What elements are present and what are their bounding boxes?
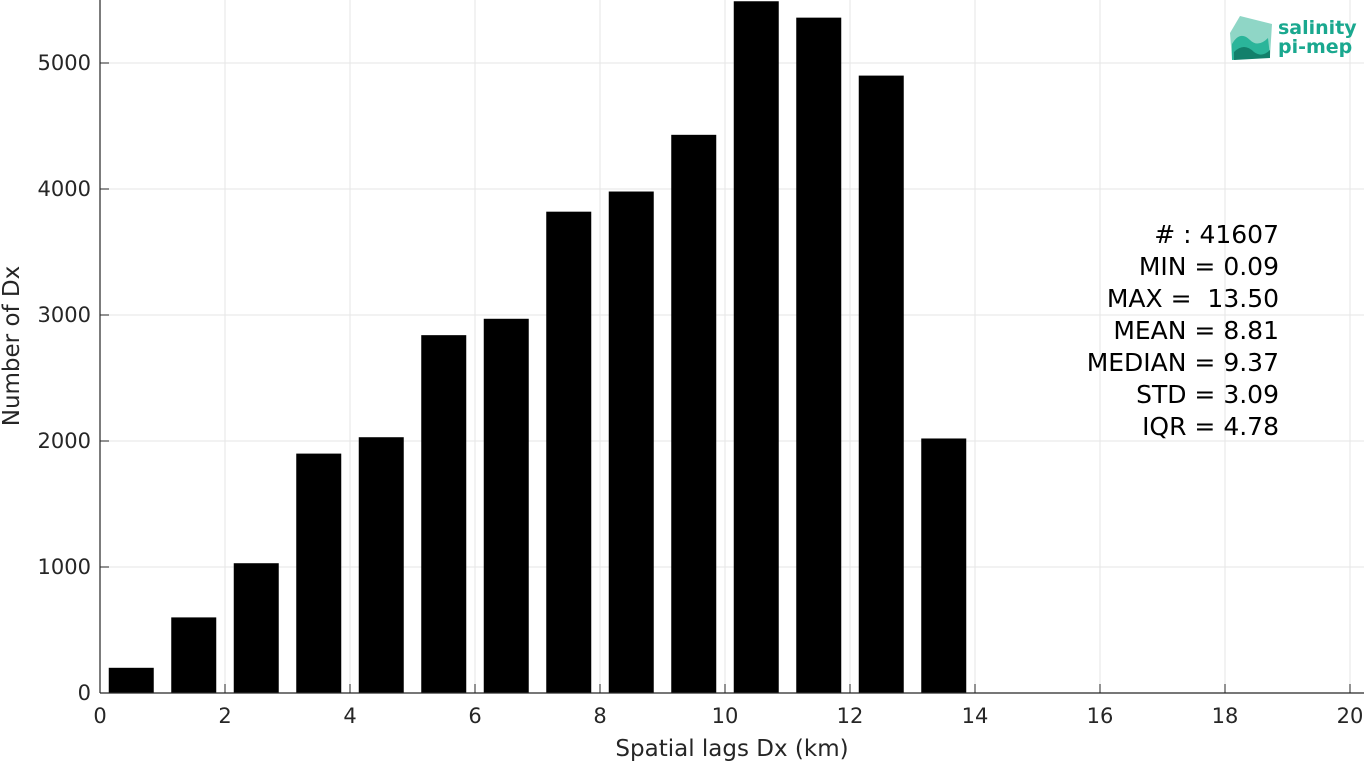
y-tick-labels: 0 1000 2000 3000 4000 5000 <box>38 51 91 705</box>
histogram-bar <box>171 617 217 693</box>
histogram-bar <box>921 438 967 693</box>
histogram-bar <box>796 17 842 693</box>
y-tick-label: 1000 <box>38 555 91 579</box>
histogram-bar <box>421 335 467 693</box>
x-tick-label: 4 <box>343 704 356 728</box>
y-axis-label: Number of Dx <box>0 266 25 427</box>
stat-iqr: IQR = 4.78 <box>1142 412 1279 441</box>
histogram-bar <box>858 75 904 694</box>
histogram-bar <box>733 1 779 693</box>
stat-mean: MEAN = 8.81 <box>1113 316 1279 345</box>
stat-std: STD = 3.09 <box>1136 380 1279 409</box>
x-axis-label: Spatial lags Dx (km) <box>615 736 848 762</box>
histogram-bar <box>671 134 717 693</box>
histogram-bar <box>546 211 592 693</box>
x-tick-label: 20 <box>1337 704 1364 728</box>
x-tick-label: 12 <box>837 704 864 728</box>
plot-area <box>100 0 1364 693</box>
histogram-bar <box>108 667 154 693</box>
y-tick-label: 5000 <box>38 51 91 75</box>
x-tick-label: 16 <box>1087 704 1114 728</box>
histogram-bar <box>608 191 654 693</box>
stat-min: MIN = 0.09 <box>1139 252 1279 281</box>
x-tick-label: 10 <box>712 704 739 728</box>
x-tick-label: 8 <box>593 704 606 728</box>
stat-count: # : 41607 <box>1154 220 1279 249</box>
x-tick-labels: 0 2 4 6 8 10 12 14 16 18 20 <box>93 704 1363 728</box>
histogram-bar <box>358 437 404 693</box>
logo-text-line1: salinity <box>1278 17 1357 39</box>
x-tick-label: 18 <box>1212 704 1239 728</box>
histogram-bar <box>483 318 529 693</box>
y-tick-label: 3000 <box>38 303 91 327</box>
x-tick-label: 2 <box>218 704 231 728</box>
x-tick-label: 14 <box>962 704 989 728</box>
y-tick-label: 2000 <box>38 429 91 453</box>
y-tick-label: 0 <box>78 681 91 705</box>
histogram-bar <box>233 563 279 693</box>
bar-series <box>108 1 967 694</box>
wave-icon <box>1230 16 1272 60</box>
stat-max: MAX = 13.50 <box>1107 284 1279 313</box>
stat-median: MEDIAN = 9.37 <box>1087 348 1279 377</box>
histogram-bar <box>296 453 342 693</box>
logo-text-line2: pi-mep <box>1278 36 1352 58</box>
x-tick-label: 0 <box>93 704 106 728</box>
stats-panel: # : 41607 MIN = 0.09 MAX = 13.50 MEAN = … <box>1087 220 1279 441</box>
salinity-pimep-logo: salinity pi-mep <box>1230 16 1357 60</box>
x-tick-label: 6 <box>468 704 481 728</box>
y-tick-label: 4000 <box>38 177 91 201</box>
axes <box>99 0 1364 694</box>
